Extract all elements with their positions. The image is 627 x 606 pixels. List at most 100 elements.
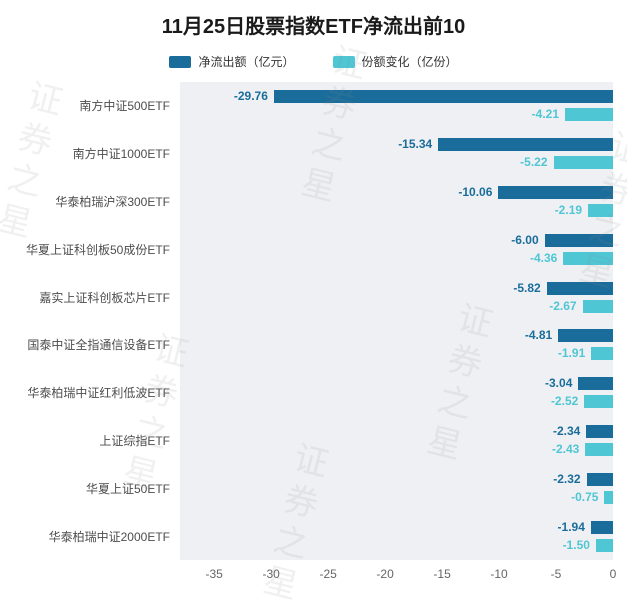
bar-group: -29.76 -4.21 — [180, 82, 613, 130]
legend-label-net-outflow: 净流出额（亿元） — [198, 55, 295, 69]
bar-row-net-outflow: -4.81 — [180, 329, 613, 343]
bar-group: -10.06 -2.19 — [180, 178, 613, 226]
x-axis-ticks: -35 -30 -25 -20 -15 -10 -5 0 — [180, 560, 617, 584]
bar-row-share-change: -5.22 — [180, 155, 613, 170]
category-label: 国泰中证全指通信设备ETF — [27, 338, 170, 353]
bar-row-share-change: -2.52 — [180, 394, 613, 409]
bar-row-net-outflow: -5.82 — [180, 280, 613, 295]
bar-value-label: -2.34 — [552, 423, 581, 438]
bar-row-share-change: -2.19 — [180, 202, 613, 217]
bar-net-outflow — [438, 138, 613, 152]
bar-share-change — [582, 299, 613, 313]
category-label: 南方中证500ETF — [79, 99, 170, 114]
category-axis: 南方中证500ETF 南方中证1000ETF 华泰柏瑞沪深300ETF 华夏上证科创板… — [0, 82, 180, 560]
x-axis-spacer — [0, 560, 180, 584]
bar-share-change — [553, 156, 613, 170]
bar-row-net-outflow: -10.06 — [180, 184, 613, 199]
bar-value-label: -29.76 — [233, 89, 268, 104]
bar-value-label: -2.32 — [553, 471, 581, 486]
bar-row-net-outflow: -2.34 — [180, 423, 613, 438]
bar-group: -6.00 -4.36 — [180, 225, 613, 273]
legend-label-share-change: 份额变化（亿份） — [361, 55, 458, 69]
bar-value-label: -0.75 — [571, 489, 599, 504]
bar-net-outflow — [273, 90, 613, 104]
bar-share-change — [588, 203, 613, 217]
bar-net-outflow — [544, 233, 613, 247]
chart: 南方中证500ETF 南方中证1000ETF 华泰柏瑞沪深300ETF 华夏上证科创板… — [0, 82, 627, 560]
bar-group: -2.32 -0.75 — [180, 464, 613, 512]
bar-group: -4.81 -1.91 — [180, 321, 613, 369]
bar-row-share-change: -0.75 — [180, 489, 613, 504]
bar-value-label: -6.00 — [511, 232, 539, 247]
bar-net-outflow — [546, 281, 613, 295]
bar-row-share-change: -4.36 — [180, 250, 613, 265]
bar-value-label: -2.52 — [550, 394, 579, 409]
bar-value-label: -3.04 — [545, 376, 573, 391]
bar-value-label: -5.82 — [513, 280, 541, 295]
category-label: 南方中证1000ETF — [72, 147, 170, 162]
legend-item-net-outflow[interactable]: 净流出额（亿元） — [169, 53, 295, 70]
bar-value-label: -2.43 — [551, 441, 580, 456]
bar-row-share-change: -2.43 — [180, 441, 613, 456]
bar-row-net-outflow: -3.04 — [180, 376, 613, 391]
bar-row-share-change: -4.21 — [180, 107, 613, 122]
x-axis-tick-label: -10 — [490, 566, 508, 581]
category-label: 华泰柏瑞中证2000ETF — [48, 529, 170, 544]
x-axis-tick-label: -25 — [319, 566, 337, 581]
bar-row-net-outflow: -29.76 — [180, 89, 613, 104]
bar-net-outflow — [590, 520, 613, 534]
bar-row-net-outflow: -2.32 — [180, 471, 613, 486]
bar-value-label: -15.34 — [398, 137, 433, 152]
bar-row-share-change: -2.67 — [180, 298, 613, 313]
category-label: 华泰柏瑞沪深300ETF — [55, 194, 170, 209]
bar-value-label: -1.94 — [557, 519, 585, 534]
bar-net-outflow — [586, 472, 613, 486]
category-label: 上证综指ETF — [99, 433, 170, 448]
bar-value-label: -10.06 — [458, 184, 493, 199]
bar-group: -5.82 -2.67 — [180, 273, 613, 321]
x-axis-tick-label: -30 — [262, 566, 280, 581]
bar-row-share-change: -1.91 — [180, 346, 613, 361]
bar-row-net-outflow: -6.00 — [180, 232, 613, 247]
x-axis-tick-label: -15 — [433, 566, 451, 581]
category-label: 华泰柏瑞中证红利低波ETF — [27, 386, 170, 401]
bar-group: -3.04 -2.52 — [180, 369, 613, 417]
bar-group: -15.34 -5.22 — [180, 130, 613, 178]
bar-value-label: -4.36 — [529, 250, 558, 265]
bar-net-outflow — [558, 329, 613, 343]
bar-share-change — [563, 251, 613, 265]
legend-item-share-change[interactable]: 份额变化（亿份） — [332, 53, 458, 70]
x-axis-tick-label: -5 — [550, 566, 562, 581]
plot-area: -29.76 -4.21 -15.34 -5.22 -10.06 -2.19 -6.00 -4… — [180, 82, 613, 560]
bar-value-label: -1.50 — [562, 537, 590, 552]
legend-swatch-net-outflow — [169, 55, 192, 68]
bar-value-label: -5.22 — [520, 155, 548, 170]
bar-row-share-change: -1.50 — [180, 537, 613, 552]
bar-value-label: -1.91 — [557, 346, 586, 361]
bar-net-outflow — [578, 377, 613, 391]
x-axis-tick-label: 0 — [609, 566, 617, 581]
bar-share-change — [585, 442, 613, 456]
legend: 净流出额（亿元） 份额变化（亿份） — [0, 53, 627, 70]
bar-share-change — [565, 108, 613, 122]
x-axis: -35 -30 -25 -20 -15 -10 -5 0 — [0, 560, 627, 584]
bar-share-change — [604, 490, 613, 504]
bar-value-label: -2.19 — [554, 202, 583, 217]
bar-share-change — [584, 395, 613, 409]
category-label: 嘉实上证科创板芯片ETF — [39, 290, 170, 305]
legend-swatch-share-change — [332, 55, 355, 68]
category-label: 华夏上证50ETF — [85, 481, 170, 496]
bar-share-change — [595, 538, 613, 552]
bar-row-net-outflow: -15.34 — [180, 137, 613, 152]
bar-value-label: -2.67 — [549, 298, 577, 313]
bar-value-label: -4.21 — [531, 107, 560, 122]
chart-title: 11月25日股票指数ETF净流出前10 — [161, 16, 466, 38]
x-axis-tick-label: -20 — [376, 566, 394, 581]
bar-share-change — [591, 347, 613, 361]
x-axis-tick-label: -35 — [205, 566, 223, 581]
bar-group: -1.94 -1.50 — [180, 512, 613, 560]
bar-net-outflow — [498, 185, 613, 199]
bar-row-net-outflow: -1.94 — [180, 519, 613, 534]
bar-group: -2.34 -2.43 — [180, 417, 613, 465]
